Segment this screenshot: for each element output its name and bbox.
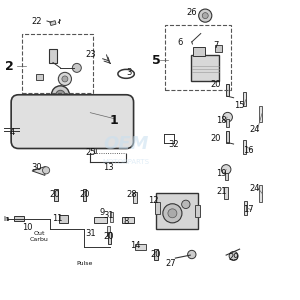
Circle shape: [168, 209, 177, 218]
Bar: [215, 45, 222, 52]
Text: MOTORPARTS: MOTORPARTS: [103, 159, 150, 165]
Circle shape: [28, 118, 40, 130]
Text: Pulse: Pulse: [76, 261, 92, 266]
Bar: [244, 201, 247, 215]
Text: 14: 14: [130, 241, 140, 250]
Text: 12: 12: [148, 196, 158, 205]
FancyBboxPatch shape: [11, 95, 134, 148]
Bar: [225, 172, 228, 180]
Circle shape: [163, 204, 182, 223]
Text: 23: 23: [85, 50, 96, 59]
Bar: [59, 215, 68, 223]
Circle shape: [52, 86, 69, 104]
Bar: [54, 189, 58, 201]
Bar: [224, 187, 228, 199]
Text: 17: 17: [243, 205, 254, 214]
Text: 4: 4: [10, 128, 15, 136]
Text: 20: 20: [103, 232, 113, 241]
Text: 21: 21: [216, 187, 227, 196]
Text: 20: 20: [210, 80, 221, 89]
Bar: [108, 232, 112, 244]
Text: 24: 24: [249, 184, 260, 193]
Circle shape: [199, 9, 212, 22]
Bar: [195, 205, 200, 217]
Text: 20: 20: [79, 190, 90, 199]
Text: 28: 28: [127, 190, 137, 199]
Text: Out
Carbu: Out Carbu: [30, 231, 49, 242]
Text: 31: 31: [85, 229, 96, 238]
Text: 13: 13: [103, 164, 113, 172]
Text: 27: 27: [166, 259, 176, 268]
Text: 3: 3: [126, 68, 132, 77]
Bar: [191, 55, 219, 81]
Polygon shape: [32, 167, 46, 176]
Text: 11: 11: [52, 214, 63, 223]
Bar: [243, 92, 246, 106]
Text: 18: 18: [216, 116, 227, 124]
Circle shape: [182, 200, 190, 208]
Text: 15: 15: [234, 101, 245, 110]
Text: 6: 6: [177, 38, 182, 47]
Text: 20: 20: [49, 190, 60, 199]
Bar: [226, 130, 230, 142]
Text: 30: 30: [31, 164, 42, 172]
Text: 9: 9: [100, 208, 105, 217]
Bar: [110, 212, 112, 222]
Bar: [122, 217, 134, 224]
Bar: [155, 202, 160, 214]
Text: 20: 20: [210, 134, 221, 142]
Circle shape: [62, 76, 68, 82]
Circle shape: [221, 165, 231, 174]
Text: 2: 2: [5, 60, 14, 73]
Bar: [107, 226, 110, 236]
Bar: [156, 193, 198, 229]
Circle shape: [229, 251, 238, 260]
Text: 20: 20: [151, 250, 161, 259]
Text: 7: 7: [213, 41, 218, 50]
Text: 19: 19: [216, 169, 227, 178]
Bar: [94, 144, 96, 153]
Text: 25: 25: [85, 148, 95, 158]
Text: 29: 29: [228, 253, 239, 262]
Text: 8: 8: [123, 217, 129, 226]
Bar: [193, 47, 205, 56]
Text: OEM: OEM: [103, 135, 149, 153]
Text: 22: 22: [31, 17, 42, 26]
Text: 5: 5: [152, 54, 160, 67]
Circle shape: [202, 13, 208, 19]
Bar: [135, 244, 146, 250]
Bar: [14, 216, 24, 221]
Circle shape: [223, 112, 232, 122]
Circle shape: [56, 90, 65, 99]
Text: 1: 1: [110, 114, 118, 127]
Text: In: In: [3, 216, 10, 222]
Circle shape: [43, 167, 50, 174]
Bar: [226, 119, 229, 127]
Text: 32: 32: [169, 140, 179, 148]
Bar: [133, 192, 137, 203]
Text: 24: 24: [249, 124, 260, 134]
Bar: [36, 74, 43, 80]
Bar: [154, 248, 158, 260]
Bar: [94, 217, 107, 224]
Circle shape: [72, 63, 81, 72]
Bar: [243, 140, 246, 154]
Bar: [49, 49, 57, 63]
Bar: [259, 106, 262, 122]
Text: 10: 10: [22, 223, 33, 232]
Circle shape: [58, 72, 71, 86]
Text: 16: 16: [243, 146, 254, 154]
Bar: [82, 189, 86, 201]
Circle shape: [188, 250, 196, 259]
Bar: [259, 185, 262, 202]
Text: 31: 31: [103, 211, 113, 220]
Text: 26: 26: [187, 8, 197, 17]
Bar: [226, 84, 230, 96]
Bar: [50, 21, 56, 26]
